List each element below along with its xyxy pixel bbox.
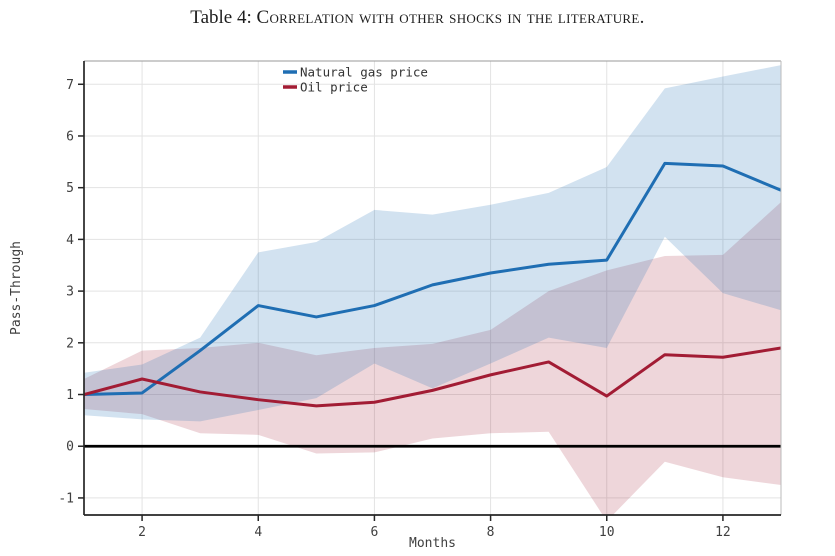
legend-label-oil: Oil price bbox=[300, 80, 368, 95]
y-axis-label: Pass-Through bbox=[9, 241, 24, 335]
gas-line bbox=[84, 161, 781, 397]
gas-confidence-band bbox=[84, 65, 781, 422]
x-tick-label: 8 bbox=[487, 525, 495, 540]
y-tick-label: 5 bbox=[66, 181, 74, 196]
figure-title: Table 4: Correlation with other shocks i… bbox=[0, 7, 835, 29]
x-tick-label: 6 bbox=[371, 525, 379, 540]
y-tick-label: 1 bbox=[66, 388, 74, 403]
x-tick-label: 10 bbox=[599, 525, 615, 540]
y-tick-label: 0 bbox=[66, 440, 74, 455]
y-tick-label: 4 bbox=[66, 233, 74, 248]
figure-title-prefix: Table 4: bbox=[190, 7, 257, 28]
oil-line bbox=[84, 346, 781, 408]
grid bbox=[84, 61, 781, 515]
x-axis-label: Months bbox=[409, 536, 456, 551]
y-tick-label: 2 bbox=[66, 336, 74, 351]
oil-confidence-band bbox=[84, 202, 781, 515]
y-tick-label: 7 bbox=[66, 78, 74, 93]
y-tick-label: 6 bbox=[66, 129, 74, 144]
y-tick-label: -1 bbox=[58, 491, 74, 506]
figure-title-smallcaps: Correlation with other shocks in the lit… bbox=[256, 7, 645, 28]
x-tick-label: 2 bbox=[138, 525, 146, 540]
series-lines bbox=[84, 161, 781, 408]
legend-label-gas: Natural gas price bbox=[300, 65, 428, 80]
confidence-bands bbox=[84, 65, 781, 515]
x-tick-label: 12 bbox=[715, 525, 731, 540]
y-tick-label: 3 bbox=[66, 285, 74, 300]
x-tick-label: 4 bbox=[254, 525, 262, 540]
